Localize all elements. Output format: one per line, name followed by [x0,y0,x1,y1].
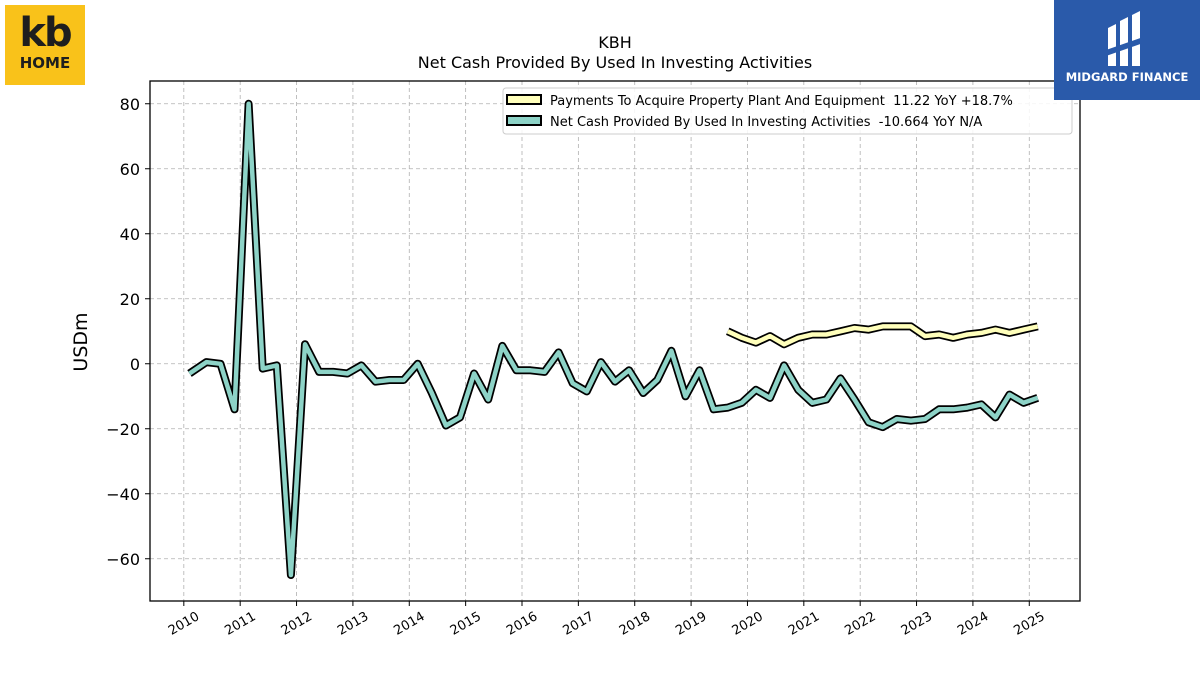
x-tick-label: 2025 [1011,609,1047,639]
x-tick-label: 2024 [955,609,991,639]
midgard-emblem-icon [1106,11,1146,66]
kb-home-logo: kb HOME [5,5,85,85]
kb-home-logo-mark: kb [19,10,72,56]
y-tick-label: −40 [106,485,140,504]
legend: Payments To Acquire Property Plant And E… [502,87,1073,135]
y-tick-label: 40 [120,225,140,244]
y-axis: 80 60 40 20 0 −20 −40 −60 [106,95,150,569]
x-tick-label: 2014 [391,609,427,639]
chart-title: KBH [598,33,632,52]
plot-area-frame [149,80,1081,602]
x-tick-label: 2023 [899,609,935,639]
legend-swatch-ppe [506,94,542,105]
x-tick-label: 2017 [561,609,597,639]
x-tick-label: 2018 [617,609,653,639]
x-tick-label: 2016 [504,609,540,639]
y-tick-label: 0 [130,355,140,374]
x-tick-label: 2013 [335,609,371,639]
series-1-line [188,101,1039,578]
y-tick-label: −20 [106,420,140,439]
series-layer [187,99,1040,579]
midgard-finance-wordmark: MIDGARD FINANCE [1065,70,1189,84]
midgard-finance-logo: MIDGARD FINANCE [1054,0,1200,100]
kb-home-logo-wordmark: HOME [19,54,71,72]
chart-subtitle: Net Cash Provided By Used In Investing A… [418,53,812,72]
x-tick-label: 2021 [786,609,822,639]
y-tick-label: 20 [120,290,140,309]
y-tick-label: −60 [106,550,140,569]
x-tick-label: 2010 [166,609,202,639]
x-axis: 2010 2011 2012 2013 2014 2015 2016 2017 2018 2019… [166,601,1048,639]
y-axis-label: USDm [70,312,92,371]
x-tick-label: 2012 [279,609,315,639]
y-tick-label: 80 [120,95,140,114]
x-tick-label: 2022 [842,609,878,639]
x-tick-label: 2011 [222,609,258,639]
series-1-outline [187,99,1040,579]
legend-label-ppe: Payments To Acquire Property Plant And E… [550,94,1013,109]
legend-swatch-investing [506,115,542,126]
x-tick-label: 2020 [730,609,766,639]
legend-label-investing: Net Cash Provided By Used In Investing A… [550,115,982,130]
x-tick-label: 2019 [673,609,709,639]
x-tick-label: 2015 [448,609,484,639]
y-tick-label: 60 [120,160,140,179]
legend-frame [502,87,1073,135]
